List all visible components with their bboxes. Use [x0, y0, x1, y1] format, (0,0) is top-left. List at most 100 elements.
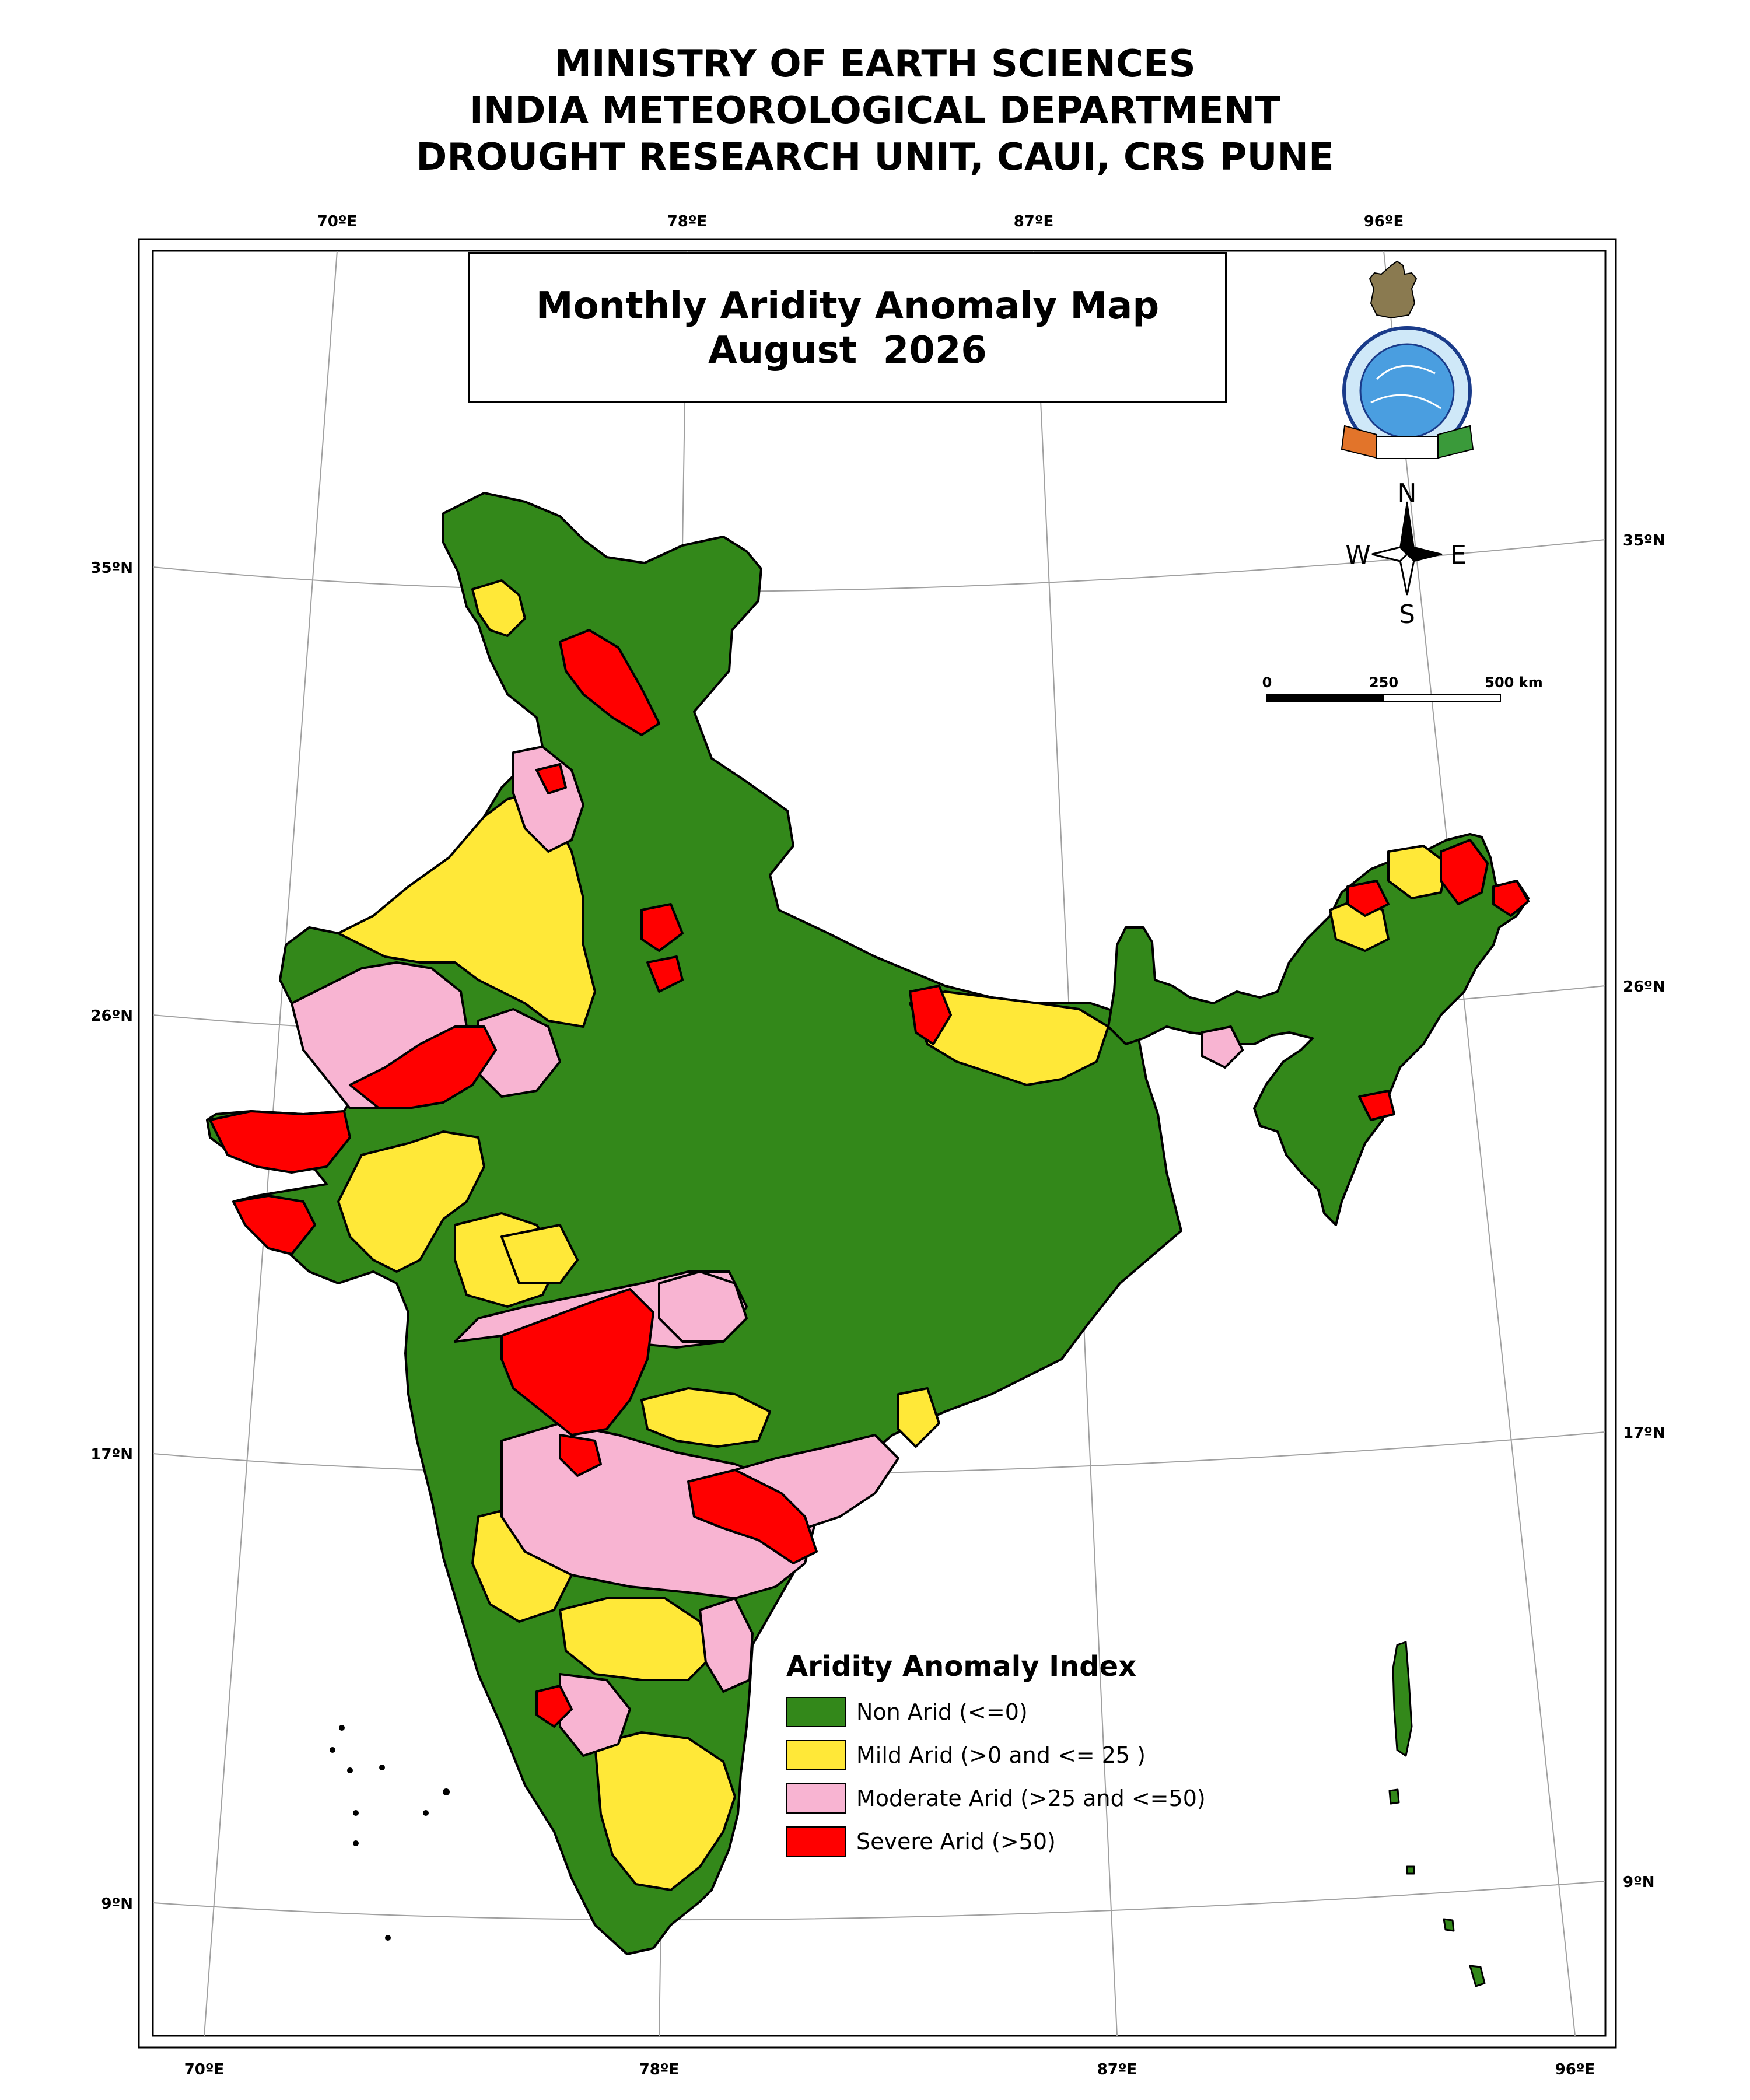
island-lakshadweep-2 — [330, 1747, 335, 1753]
tick-right-26: 26ºN — [1623, 978, 1665, 996]
legend-title: Aridity Anomaly Index — [786, 1650, 1137, 1683]
region-severe-nagaland — [1492, 880, 1530, 917]
scale-label-500: 500 km — [1485, 674, 1542, 691]
tick-right-35: 35ºN — [1623, 532, 1665, 550]
region-severe-telangana — [687, 1469, 818, 1564]
region-mild-ap — [640, 1387, 771, 1448]
india-map — [206, 492, 1530, 1987]
map-title-box: Monthly Aridity Anomaly Map August 2026 — [468, 252, 1227, 402]
region-mild-mp — [501, 1224, 579, 1284]
tick-bottom-78: 78ºE — [639, 2061, 680, 2078]
north-arrow-compass: N S W E — [1345, 478, 1466, 629]
legend-label-non-arid: Non Arid (<=0) — [856, 1699, 1028, 1725]
legend-swatch-moderate-arid — [786, 1783, 846, 1814]
region-mild-odisha — [897, 1387, 940, 1448]
tick-top-87: 87ºE — [1014, 213, 1054, 230]
region-moderate-haryana — [512, 746, 584, 853]
legend-item-non-arid: Non Arid (<=0) — [786, 1690, 1265, 1734]
map-period: August 2026 — [708, 329, 987, 372]
region-mild-south-karnataka — [559, 1597, 713, 1681]
legend-item-mild-arid: Mild Arid (>0 and <= 25 ) — [786, 1734, 1265, 1777]
lakshadweep-islands — [330, 1725, 450, 1941]
region-severe-kutch — [209, 1110, 351, 1174]
legend-label-severe-arid: Severe Arid (>50) — [856, 1829, 1056, 1854]
region-severe-marathwada — [501, 1288, 654, 1436]
meridian-96 — [1383, 250, 1576, 2036]
region-severe-himachal — [536, 763, 567, 794]
imd-logo — [1340, 260, 1474, 459]
region-mild-tamilnadu — [594, 1731, 736, 1891]
imd-emblem-globe-icon — [1359, 343, 1455, 439]
island-little-andaman — [1388, 1788, 1400, 1805]
scale-label-0: 0 — [1262, 674, 1272, 691]
severe-arid-regions — [209, 629, 1530, 1728]
region-severe-kashmir — [559, 629, 660, 736]
region-severe-rajasthan — [349, 1026, 497, 1110]
island-north-andaman — [1392, 1641, 1413, 1757]
region-mild-gujarat — [337, 1130, 485, 1273]
region-severe-saurashtra — [232, 1195, 316, 1255]
tick-top-70: 70ºE — [317, 213, 358, 230]
tick-bottom-96: 96ºE — [1555, 2061, 1595, 2078]
tick-top-96: 96ºE — [1364, 213, 1404, 230]
region-mild-bihar — [909, 991, 1110, 1086]
region-moderate-ne — [1200, 1026, 1244, 1069]
compass-east-point — [1406, 546, 1443, 562]
region-severe-up-east — [646, 956, 684, 993]
tick-right-17: 17ºN — [1623, 1424, 1665, 1442]
imd-banner-center-icon — [1376, 436, 1438, 459]
legend-swatch-non-arid — [786, 1697, 846, 1727]
scale-bar-black-segment — [1266, 694, 1384, 702]
region-moderate-karnataka — [559, 1673, 631, 1757]
tick-left-9: 9ºN — [101, 1895, 133, 1913]
region-severe-manipur — [1358, 1090, 1395, 1121]
tick-left-26: 26ºN — [90, 1007, 133, 1025]
island-car-nicobar — [1406, 1866, 1415, 1875]
region-moderate-chhattisgarh — [658, 1270, 748, 1343]
region-severe-karnataka — [536, 1685, 573, 1728]
legend-label-mild-arid: Mild Arid (>0 and <= 25 ) — [856, 1742, 1146, 1768]
imd-emblem-cloud-icon — [1370, 365, 1441, 410]
andaman-nicobar-islands — [1388, 1641, 1486, 1987]
region-moderate-rayalaseema — [699, 1597, 754, 1693]
parallel-9 — [152, 1881, 1606, 1921]
island-lakshadweep-4 — [379, 1765, 385, 1770]
island-lakshadweep-6 — [353, 1810, 359, 1816]
island-nicobar-1 — [1443, 1918, 1455, 1932]
region-northeast — [1107, 833, 1530, 1226]
compass-s-label: S — [1399, 600, 1415, 629]
legend: Aridity Anomaly Index Non Arid (<=0) Mil… — [786, 1650, 1265, 1863]
region-mild-arunachal — [1387, 845, 1448, 900]
tick-bottom-87: 87ºE — [1097, 2061, 1138, 2078]
tick-top-78: 78ºE — [667, 213, 708, 230]
tick-right-9: 9ºN — [1623, 1874, 1655, 1891]
compass-w-label: W — [1345, 540, 1371, 570]
scale-bar-white-segment — [1383, 694, 1501, 702]
island-lakshadweep-5 — [443, 1788, 450, 1796]
island-minicoy — [385, 1935, 391, 1941]
region-severe-arunachal-mid — [1346, 880, 1390, 917]
region-moderate-rajasthan-east — [477, 1008, 561, 1098]
tick-bottom-70: 70ºE — [184, 2061, 225, 2078]
inner-frame — [152, 250, 1606, 2037]
scale-label-250: 250 — [1369, 674, 1398, 691]
legend-item-moderate-arid: Moderate Arid (>25 and <=50) — [786, 1777, 1265, 1820]
island-lakshadweep-1 — [339, 1725, 345, 1731]
region-severe-arunachal-east — [1440, 839, 1489, 905]
national-emblem-icon — [1368, 260, 1418, 319]
region-moderate-andhra — [734, 1434, 900, 1530]
compass-n-label: N — [1398, 478, 1417, 508]
legend-item-severe-arid: Severe Arid (>50) — [786, 1820, 1265, 1863]
island-lakshadweep-3 — [347, 1768, 353, 1773]
region-mild-rajasthan — [337, 792, 596, 1028]
island-great-nicobar — [1469, 1965, 1486, 1987]
legend-swatch-severe-arid — [786, 1826, 846, 1857]
tick-left-35: 35ºN — [90, 559, 133, 577]
region-severe-vidarbha — [559, 1434, 602, 1477]
compass-west-point — [1371, 546, 1409, 562]
header-line-3: DROUGHT RESEARCH UNIT, CAUI, CRS PUNE — [416, 136, 1334, 179]
island-lakshadweep-8 — [353, 1840, 359, 1846]
region-mild-punjab — [471, 579, 526, 637]
header-line-2: INDIA METEOROLOGICAL DEPARTMENT — [470, 89, 1280, 132]
